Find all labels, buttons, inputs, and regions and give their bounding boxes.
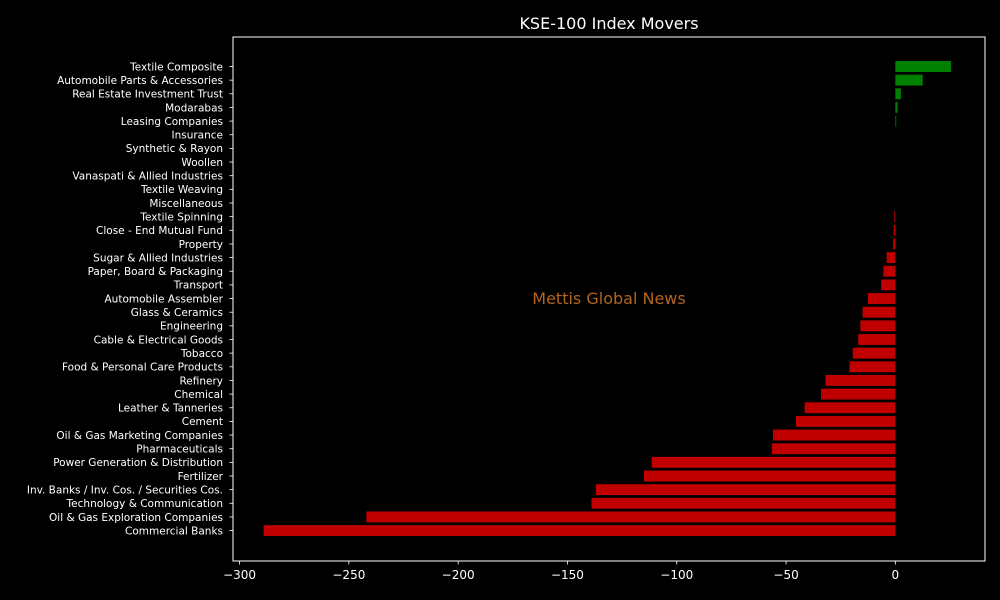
category-label-insurance: Insurance — [171, 130, 223, 142]
bar-leather-tanneries — [804, 402, 896, 414]
category-label-oil-gas-exploration-companies: Oil & Gas Exploration Companies — [49, 512, 223, 524]
bar-cement — [795, 415, 896, 427]
category-label-automobile-assembler: Automobile Assembler — [105, 293, 224, 305]
plot-frame — [232, 36, 986, 562]
x-tick-label: −50 — [773, 568, 798, 582]
category-labels: Textile Composite Automobile Parts & Acce… — [27, 61, 233, 537]
category-label-commercial-banks: Commercial Banks — [125, 525, 223, 537]
bar-automobile-assembler — [868, 293, 896, 304]
bar-food-personal-care-products — [849, 361, 896, 373]
category-label-chemical: Chemical — [174, 389, 223, 401]
bar-engineering — [860, 320, 896, 332]
category-label-tobacco: Tobacco — [180, 348, 223, 360]
bar-automobile-parts-accessories — [895, 74, 923, 86]
bar-sugar-allied-industries — [886, 252, 896, 264]
x-tick-label: 0 — [892, 568, 900, 582]
bar-close-end-mutual-fund — [893, 224, 896, 236]
category-label-textile-spinning: Textile Spinning — [139, 211, 223, 223]
x-tick-label: −200 — [442, 568, 475, 582]
category-label-cement: Cement — [182, 416, 223, 428]
category-label-leasing-companies: Leasing Companies — [121, 116, 223, 128]
category-label-fertilizer: Fertilizer — [178, 471, 224, 483]
bar-modarabas — [895, 102, 898, 113]
x-axis-ticks: −300 −250 −200 −150 −100 −50 0 — [223, 561, 899, 582]
bar-leasing-companies — [895, 115, 897, 127]
x-tick-label: −100 — [660, 568, 693, 582]
category-label-power-generation-distribution: Power Generation & Distribution — [53, 457, 223, 469]
bar-inv-banks-inv-cos-securities-cos — [595, 484, 896, 496]
bar-oil-gas-exploration-companies — [366, 511, 896, 523]
category-label-paper-board-packaging: Paper, Board & Packaging — [88, 266, 223, 278]
category-label-synthetic-rayon: Synthetic & Rayon — [126, 143, 223, 155]
bar-technology-communication — [591, 497, 896, 509]
chart-title: KSE-100 Index Movers — [519, 14, 698, 33]
category-label-automobile-parts-accessories: Automobile Parts & Accessories — [57, 75, 223, 87]
category-label-real-estate-investment-trust: Real Estate Investment Trust — [72, 89, 223, 101]
x-tick-label: −150 — [551, 568, 584, 582]
category-label-engineering: Engineering — [160, 321, 223, 333]
category-label-oil-gas-marketing-companies: Oil & Gas Marketing Companies — [56, 430, 223, 442]
bar-power-generation-distribution — [651, 456, 896, 468]
bar-tobacco — [852, 347, 896, 359]
category-label-modarabas: Modarabas — [165, 102, 223, 114]
category-label-property: Property — [179, 239, 223, 251]
bar-real-estate-investment-trust — [895, 88, 901, 100]
bar-textile-composite — [895, 61, 952, 72]
category-label-woollen: Woollen — [181, 157, 223, 169]
category-label-technology-communication: Technology & Communication — [66, 498, 223, 510]
bar-fertilizer — [643, 470, 896, 482]
category-label-inv-banks-inv-cos-securities-cos: Inv. Banks / Inv. Cos. / Securities Cos. — [27, 484, 223, 496]
bar-oil-gas-marketing-companies — [772, 429, 896, 441]
bar-property — [893, 238, 896, 250]
x-tick-label: −300 — [223, 568, 256, 582]
category-label-miscellaneous: Miscellaneous — [149, 198, 223, 210]
category-label-vanaspati-allied-industries: Vanaspati & Allied Industries — [72, 171, 223, 183]
category-label-close-end-mutual-fund: Close - End Mutual Fund — [96, 225, 223, 237]
x-tick-label: −250 — [332, 568, 365, 582]
bar-glass-ceramics — [862, 306, 896, 318]
bar-commercial-banks — [263, 525, 896, 537]
bar-textile-spinning — [894, 211, 896, 223]
category-label-pharmaceuticals: Pharmaceuticals — [136, 444, 223, 456]
category-label-transport: Transport — [173, 280, 223, 292]
bar-chemical — [821, 388, 896, 400]
category-label-leather-tanneries: Leather & Tanneries — [118, 403, 223, 415]
bars-layer — [263, 61, 952, 537]
bar-cable-electrical-goods — [858, 334, 896, 345]
category-label-textile-weaving: Textile Weaving — [140, 184, 223, 196]
category-label-refinery: Refinery — [179, 375, 223, 387]
category-label-food-personal-care-products: Food & Personal Care Products — [62, 362, 223, 374]
category-label-cable-electrical-goods: Cable & Electrical Goods — [94, 334, 223, 346]
bar-transport — [881, 279, 896, 291]
category-label-glass-ceramics: Glass & Ceramics — [131, 307, 223, 319]
bar-paper-board-packaging — [883, 265, 896, 277]
category-label-sugar-allied-industries: Sugar & Allied Industries — [93, 252, 223, 264]
bar-refinery — [825, 375, 896, 386]
watermark-text: Mettis Global News — [532, 289, 685, 308]
bar-pharmaceuticals — [771, 443, 896, 455]
category-label-textile-composite: Textile Composite — [129, 61, 223, 73]
